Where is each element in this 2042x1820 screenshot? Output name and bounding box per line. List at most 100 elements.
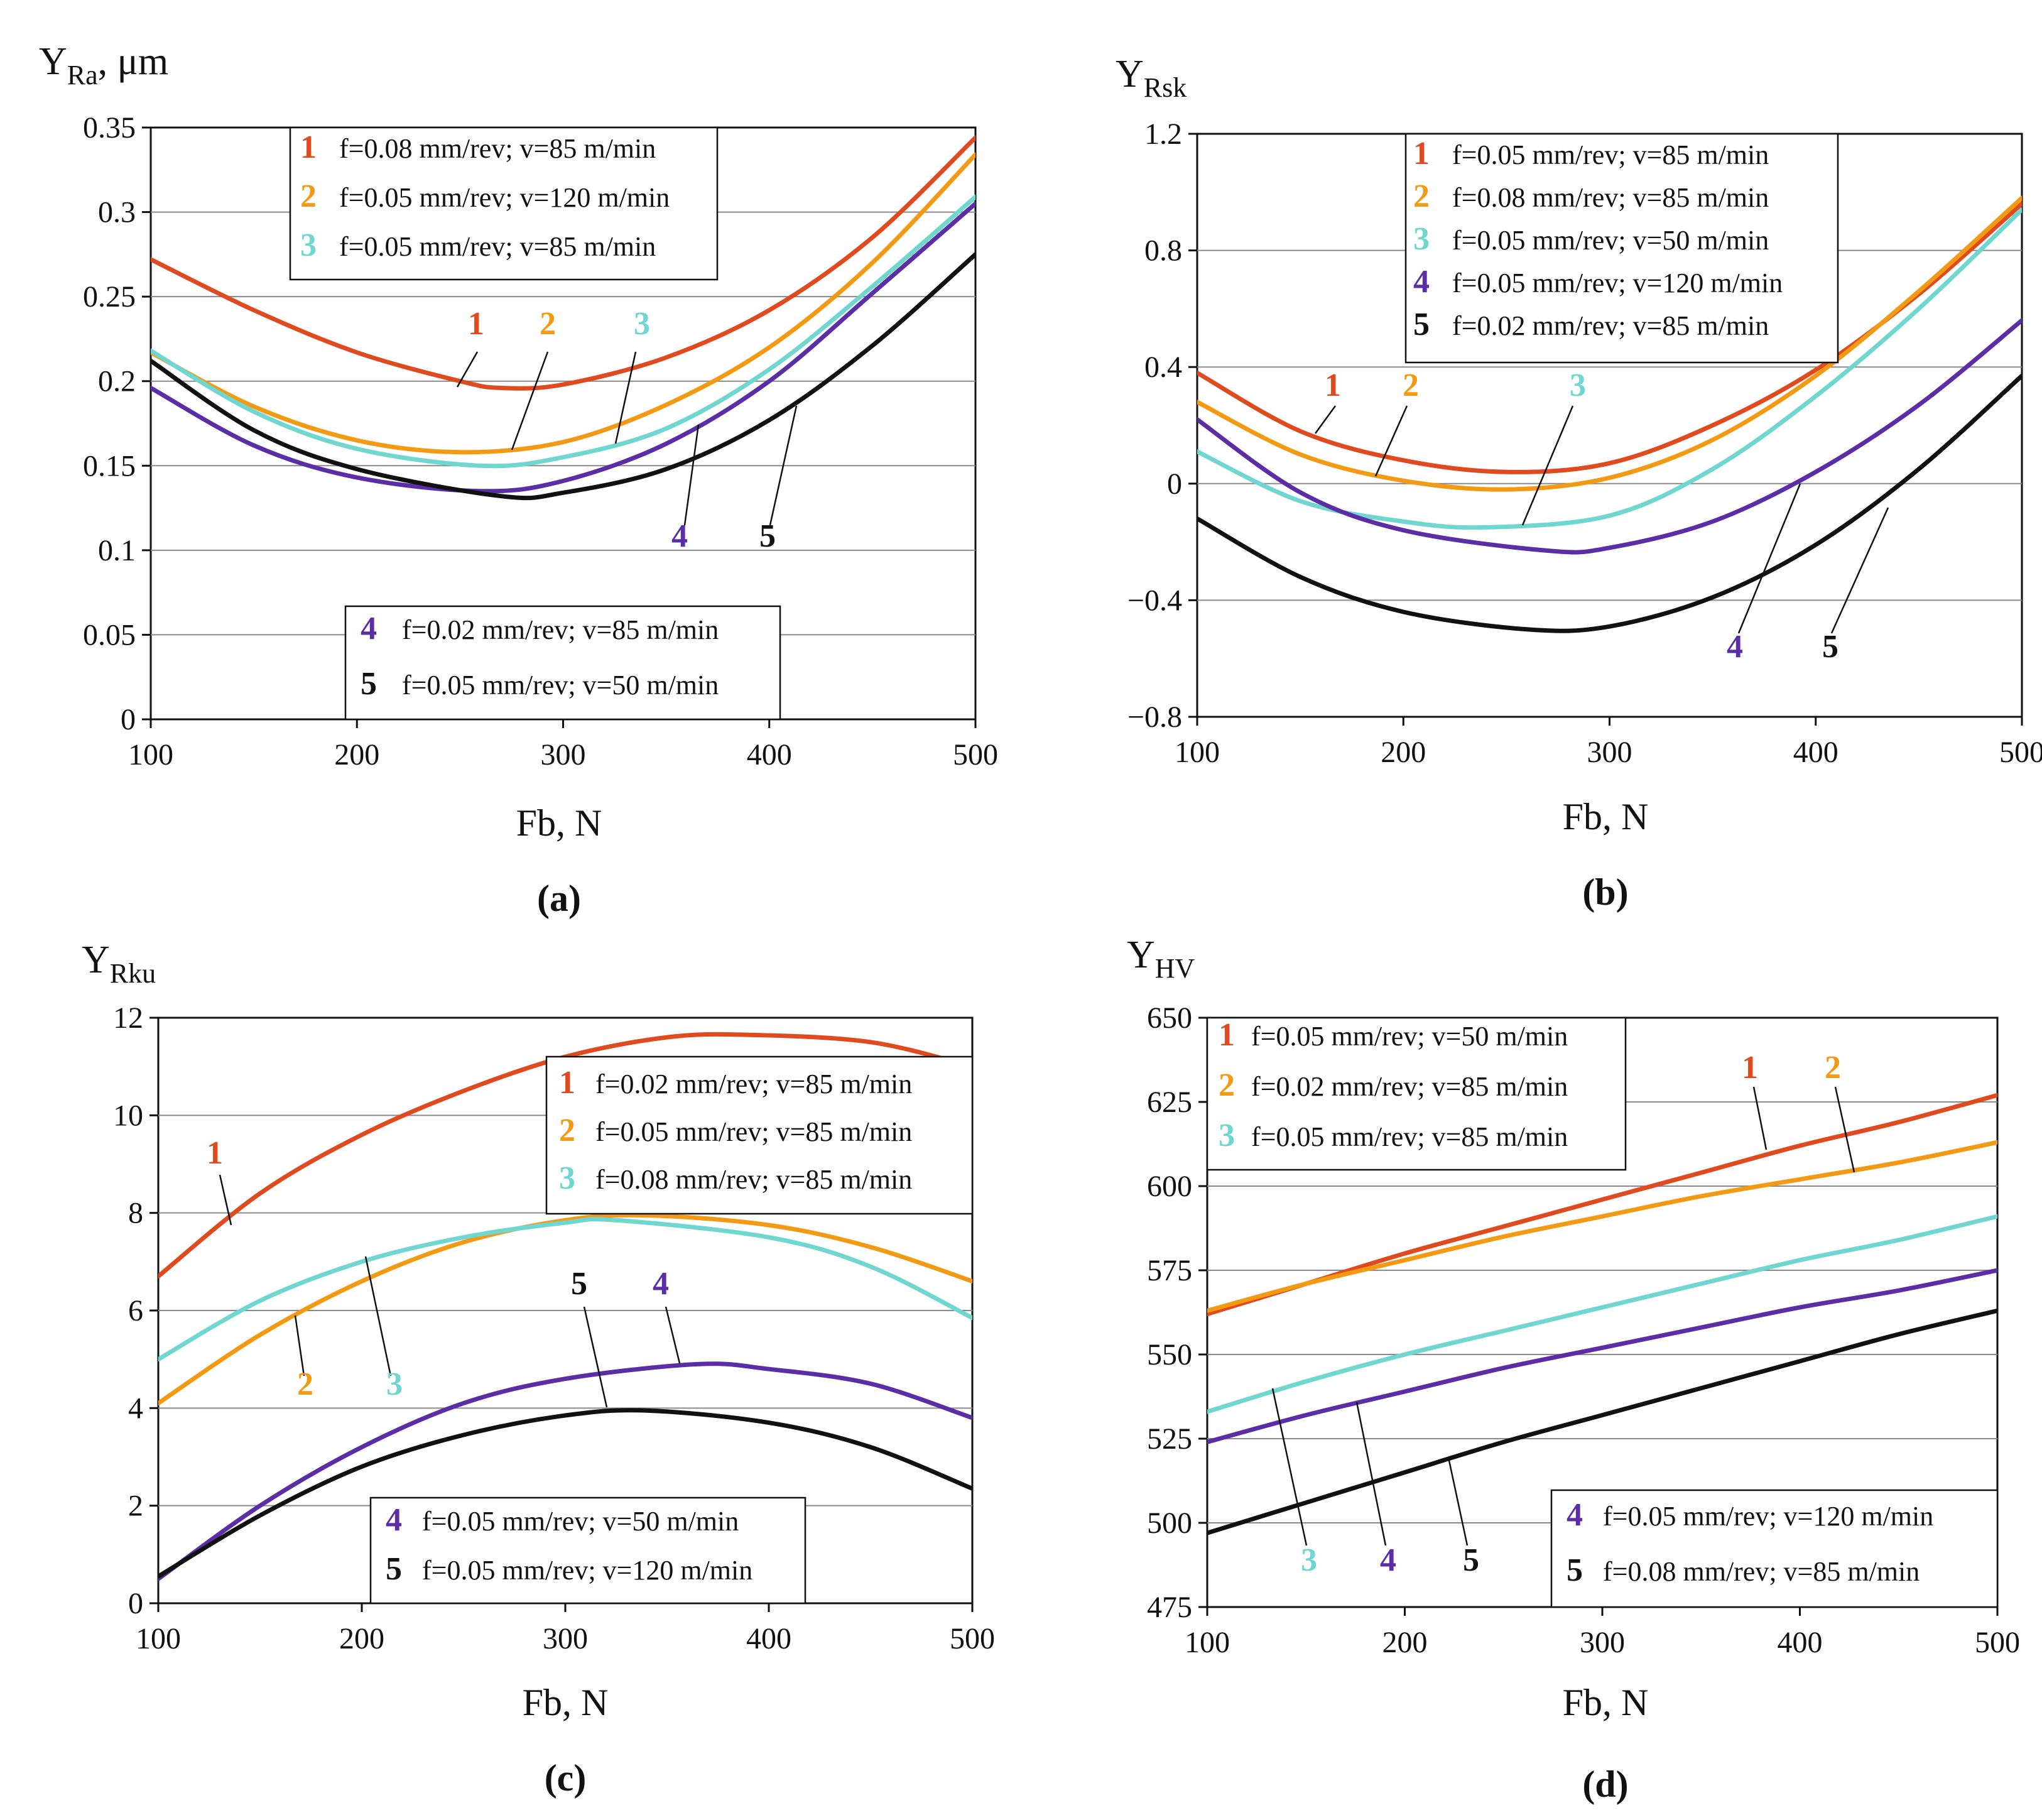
y-tick-label: 0.4 [1144,351,1182,384]
annotation-leader-2 [1834,1086,1855,1173]
legend-box-2: 4 f=0.05 mm/rev; v=120 m/min 5 f=0.08 mm/re… [1550,1489,1999,1608]
legend-box-2: 4 f=0.02 mm/rev; v=85 m/min 5 f=0.05 mm/rev… [344,605,781,721]
x-tick-label: 200 [334,738,379,771]
legend-box-2: 4 f=0.05 mm/rev; v=50 m/min 5 f=0.05 mm/rev… [369,1496,806,1605]
annotation-leader-4 [683,424,700,526]
y-tick-label: 0.25 [83,280,136,313]
y-tick-label: 600 [1147,1170,1192,1203]
series-line-4 [158,1361,972,1581]
y-tick-label: 0.05 [83,618,136,651]
annotation-label-5: 5 [1463,1542,1479,1578]
legend-entry-4: f=0.05 mm/rev; v=120 m/min [1452,268,1783,298]
legend-number-2: 2 [1413,178,1430,214]
legend-number-4: 4 [386,1502,402,1538]
series-line-2 [158,1212,972,1406]
annotation-label-5: 5 [1822,629,1838,665]
y-tick-label: −0.8 [1127,700,1182,734]
legend-entry-2: f=0.08 mm/rev; v=85 m/min [1452,182,1769,213]
legend-number-4: 4 [1567,1497,1583,1533]
annotation-leader-4 [1737,483,1801,634]
legend-frame [369,1496,806,1605]
chart-panel-1: 0 0.05 0.1 0.15 0.2 0.25 0.3 0.35 100 200 300 400 50… [39,40,998,919]
x-tick-label: 500 [1975,1626,2020,1659]
legend-number-1: 1 [559,1065,575,1101]
series-line-5 [151,252,975,501]
y-axis-label: YRku [82,939,156,989]
y-axis-label: YHV [1127,934,1195,984]
legend-number-5: 5 [1413,307,1430,342]
x-tick-label: 400 [746,1622,791,1655]
legend-entry-5: f=0.02 mm/rev; v=85 m/min [1452,310,1769,341]
legend-number-2: 2 [559,1113,575,1148]
legend-entry-1: f=0.05 mm/rev; v=50 m/min [1251,1021,1568,1052]
y-tick-label: 650 [1147,1001,1192,1035]
y-tick-label: 475 [1147,1591,1192,1624]
annotation-leader-1 [219,1174,232,1226]
legend-number-3: 3 [300,227,317,263]
legend-number-5: 5 [386,1551,402,1587]
x-tick-label: 300 [541,738,586,771]
x-axis-label: Fb, N [1563,796,1649,837]
annotation-label-1: 1 [1742,1050,1758,1086]
y-tick-label: 0.2 [98,365,136,398]
annotation-label-5: 5 [571,1266,587,1302]
y-tick-label: 0.3 [98,196,136,229]
legend-entry-1: f=0.02 mm/rev; v=85 m/min [595,1069,912,1099]
legend-number-2: 2 [1219,1067,1235,1103]
y-tick-label: 0 [128,1587,143,1620]
legend-entry-5: f=0.05 mm/rev; v=120 m/min [422,1555,752,1586]
annotation-leader-3 [1521,405,1574,526]
annotation-leader-4 [1355,1402,1387,1546]
y-axis-label: YRa, μm [39,40,168,90]
x-tick-label: 300 [543,1622,588,1655]
annotation-label-2: 2 [297,1366,313,1402]
annotation-leader-1 [1314,405,1337,434]
series-line-3 [1207,1214,1997,1414]
y-tick-label: 0.35 [83,111,136,144]
x-tick-label: 500 [950,1622,995,1655]
y-tick-label: 500 [1147,1507,1192,1540]
legend-number-4: 4 [1413,264,1430,300]
y-tick-label: 625 [1147,1086,1192,1119]
legend-number-5: 5 [361,666,377,702]
y-tick-label: 0.15 [83,449,136,482]
series-line-3 [151,194,975,469]
series-line-4 [1197,318,2022,555]
x-tick-label: 100 [1185,1626,1230,1659]
legend-number-1: 1 [1413,136,1430,172]
legend-entry-4: f=0.05 mm/rev; v=120 m/min [1603,1501,1933,1532]
y-tick-label: 0 [1167,467,1182,501]
x-tick-label: 500 [953,738,998,771]
legend-frame [545,1055,974,1215]
legend-entry-3: f=0.05 mm/rev; v=50 m/min [1452,225,1769,256]
legend-entry-4: f=0.05 mm/rev; v=50 m/min [422,1506,739,1537]
legend-entry-2: f=0.05 mm/rev; v=120 m/min [339,182,670,213]
annotation-label-2: 2 [1403,368,1419,403]
annotation-label-1: 1 [1325,368,1341,403]
y-tick-label: 0.1 [98,534,136,567]
annotation-leader-3 [614,351,637,444]
y-tick-label: 1.2 [1144,117,1182,151]
legend-box-1: 1 f=0.08 mm/rev; v=85 m/min 2 f=0.05 mm/rev… [289,126,719,281]
x-tick-label: 200 [1382,1626,1428,1659]
annotation-leader-3 [364,1256,392,1376]
legend-entry-5: f=0.08 mm/rev; v=85 m/min [1603,1556,1920,1587]
legend-entry-3: f=0.08 mm/rev; v=85 m/min [595,1164,912,1195]
series-line-2 [1207,1140,1997,1313]
legend-number-2: 2 [300,178,317,214]
series-line-4 [1207,1268,1997,1444]
annotation-leader-2 [511,351,549,450]
legend-entry-2: f=0.05 mm/rev; v=85 m/min [595,1116,912,1147]
legend-entry-3: f=0.05 mm/rev; v=85 m/min [339,231,656,262]
panel-label: (b) [1582,871,1628,913]
x-tick-label: 300 [1580,1626,1625,1659]
legend-number-3: 3 [1413,221,1430,257]
annotation-label-3: 3 [634,306,650,342]
x-tick-label: 200 [1381,736,1426,769]
annotation-leader-3 [1271,1388,1308,1546]
annotation-leader-4 [665,1306,681,1364]
panel-label: (c) [545,1757,587,1799]
series-line-5 [1197,373,2022,633]
